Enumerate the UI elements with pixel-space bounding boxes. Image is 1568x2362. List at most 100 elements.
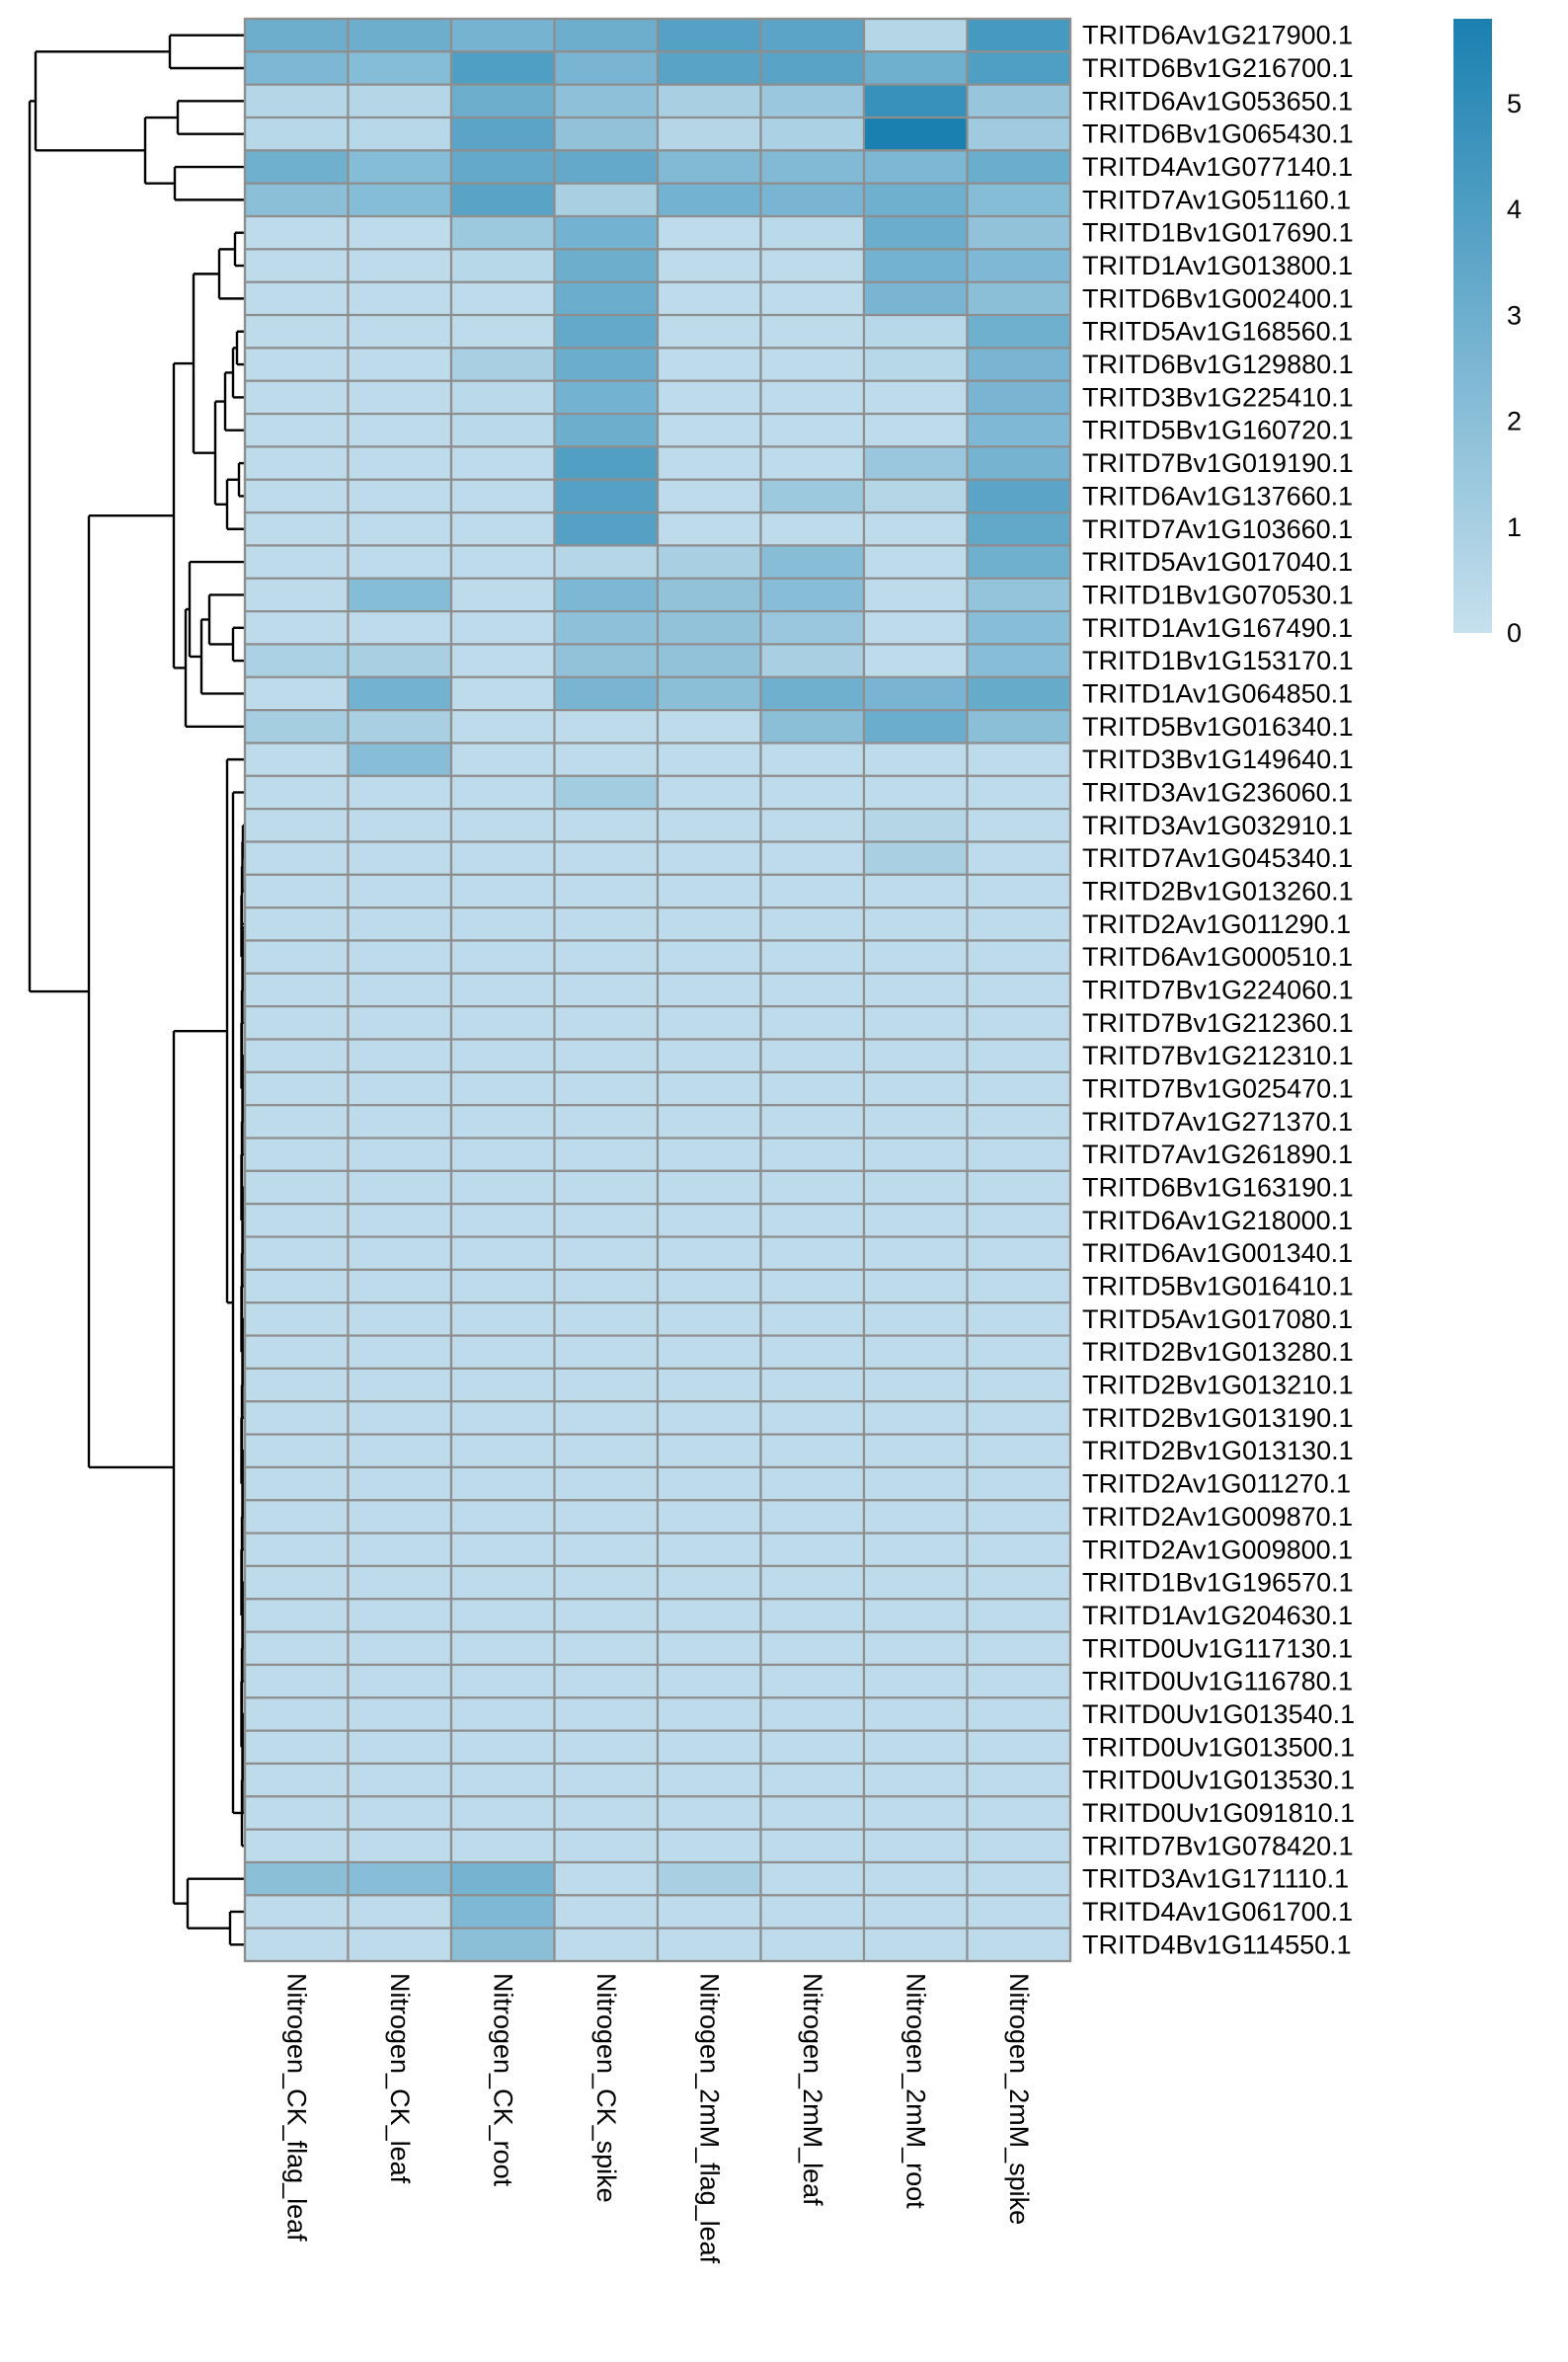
heatmap-cell	[347, 1598, 453, 1633]
heatmap-cell	[759, 774, 866, 811]
row-label: TRITD2Bv1G013210.1	[1082, 1371, 1354, 1400]
heatmap-cell	[862, 214, 969, 251]
row-label: TRITD1Av1G167490.1	[1082, 613, 1353, 643]
heatmap-cell	[553, 643, 660, 678]
heatmap-cell	[449, 1104, 556, 1140]
heatmap-cell	[656, 1203, 762, 1238]
row-label: TRITD0Uv1G013530.1	[1082, 1766, 1355, 1795]
heatmap-cell	[862, 1927, 969, 1963]
heatmap-cell	[553, 1795, 660, 1831]
row-label: TRITD2Bv1G013260.1	[1082, 876, 1354, 905]
heatmap-cell	[862, 280, 969, 317]
heatmap-cell	[966, 17, 1072, 53]
heatmap-cell	[449, 412, 556, 448]
heatmap-cell	[347, 1894, 453, 1929]
heatmap-cell	[243, 643, 350, 678]
heatmap-cell	[656, 1729, 762, 1766]
heatmap-cell	[759, 906, 866, 942]
heatmap-cell	[449, 1532, 556, 1568]
heatmap-cell	[553, 709, 660, 745]
heatmap-cell	[759, 610, 866, 646]
heatmap-cell	[449, 1235, 556, 1271]
heatmap-cell	[347, 1433, 453, 1469]
heatmap-cell	[553, 873, 660, 909]
heatmap-cell	[449, 1499, 556, 1535]
heatmap-cell	[243, 1038, 350, 1073]
heatmap-cell	[553, 1334, 660, 1370]
heatmap-cell	[656, 1828, 762, 1864]
heatmap-cell	[966, 774, 1072, 811]
heatmap-cell	[656, 610, 762, 646]
row-label: TRITD7Av1G103660.1	[1082, 514, 1353, 544]
heatmap-cell	[966, 1630, 1072, 1667]
heatmap-cell	[862, 939, 969, 975]
heatmap-cell	[759, 709, 866, 745]
heatmap-cell	[243, 280, 350, 317]
heatmap-cell	[553, 1927, 660, 1963]
heatmap-cell	[759, 742, 866, 777]
heatmap-cell	[347, 1762, 453, 1798]
heatmap-cell	[449, 1334, 556, 1370]
heatmap-cell	[966, 1894, 1072, 1929]
heatmap-cell	[449, 1828, 556, 1864]
heatmap-cell	[553, 1729, 660, 1766]
heatmap-cell	[656, 214, 762, 251]
heatmap-cell	[243, 808, 350, 843]
heatmap-cell	[656, 1268, 762, 1304]
heatmap-cell	[759, 445, 866, 481]
heatmap-cell	[553, 1433, 660, 1469]
heatmap-cell	[449, 478, 556, 514]
heatmap-cell	[966, 50, 1072, 86]
heatmap-cell	[759, 1564, 866, 1601]
row-label: TRITD5Av1G017040.1	[1082, 547, 1353, 577]
heatmap-cell	[966, 840, 1072, 876]
row-label: TRITD6Av1G137660.1	[1082, 481, 1353, 511]
heatmap-cell	[449, 1137, 556, 1172]
heatmap-cell	[553, 1235, 660, 1271]
heatmap-cell	[449, 709, 556, 745]
heatmap-cell	[656, 742, 762, 777]
heatmap-cell	[347, 1268, 453, 1304]
heatmap-cell	[449, 972, 556, 1008]
heatmap-cell	[347, 1334, 453, 1370]
heatmap-cell	[449, 1696, 556, 1732]
color-legend: 0 1 2 3 4 5	[1453, 19, 1522, 648]
heatmap-cell	[347, 675, 453, 712]
heatmap-cell	[862, 1070, 969, 1107]
heatmap-cell	[553, 742, 660, 777]
heatmap-cell	[759, 313, 866, 350]
heatmap-cell	[966, 1104, 1072, 1140]
row-label: TRITD7Bv1G078420.1	[1082, 1831, 1354, 1860]
heatmap-cell	[553, 149, 660, 185]
heatmap-cell	[347, 1499, 453, 1535]
heatmap-cell	[759, 1630, 866, 1667]
heatmap-cell	[966, 906, 1072, 942]
heatmap-cell	[243, 1465, 350, 1502]
heatmap-cell	[347, 1137, 453, 1172]
heatmap-cell	[553, 1301, 660, 1337]
row-label: TRITD1Bv1G017690.1	[1082, 218, 1354, 248]
heatmap-cell	[347, 313, 453, 350]
heatmap-cell	[759, 840, 866, 876]
heatmap-cell	[759, 939, 866, 975]
row-label: TRITD1Av1G064850.1	[1082, 678, 1353, 708]
row-label: TRITD6Bv1G002400.1	[1082, 283, 1354, 313]
row-label: TRITD6Av1G000510.1	[1082, 942, 1353, 972]
row-label: TRITD7Av1G261890.1	[1082, 1140, 1353, 1169]
heatmap-cell	[966, 939, 1072, 975]
heatmap-cell	[966, 873, 1072, 909]
heatmap-cell	[449, 808, 556, 843]
heatmap-cell	[553, 280, 660, 317]
heatmap-cell	[862, 808, 969, 843]
heatmap-cell	[243, 1630, 350, 1667]
heatmap-cell	[656, 808, 762, 843]
heatmap-cell	[347, 873, 453, 909]
row-label: TRITD0Uv1G013540.1	[1082, 1699, 1355, 1729]
row-label: TRITD1Bv1G196570.1	[1082, 1568, 1354, 1598]
heatmap-cell	[759, 1235, 866, 1271]
heatmap-cell	[347, 709, 453, 745]
heatmap-cell	[966, 182, 1072, 218]
heatmap-cell	[449, 1301, 556, 1337]
heatmap-cell	[862, 1465, 969, 1502]
heatmap-cell	[862, 742, 969, 777]
